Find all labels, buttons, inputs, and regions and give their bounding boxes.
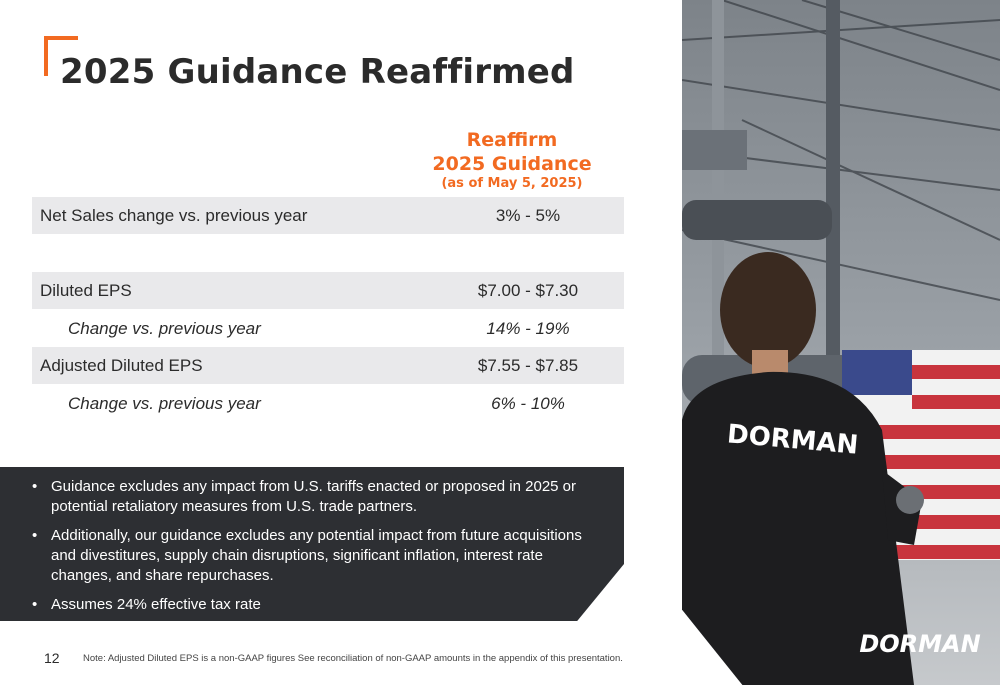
column-header-line2: 2025 Guidance <box>432 153 592 175</box>
list-item: • Assumes 24% effective tax rate <box>32 595 594 615</box>
row-value: $7.55 - $7.85 <box>477 355 579 375</box>
row-label: Diluted EPS <box>40 280 132 300</box>
warehouse-photo: DORMAN DORMAN <box>682 0 1000 685</box>
table-row-adjusted-diluted-eps: Adjusted Diluted EPS $7.55 - $7.85 <box>32 347 624 384</box>
row-label: Change vs. previous year <box>68 318 261 338</box>
title-accent-corner <box>44 36 78 76</box>
row-label: Change vs. previous year <box>68 393 261 413</box>
list-item: • Additionally, our guidance excludes any… <box>32 526 594 586</box>
guidance-column-header: Reaffirm 2025 Guidance (as of May 5, 202… <box>400 128 624 192</box>
table-row-diluted-eps-change: Change vs. previous year 14% - 19% <box>32 310 624 347</box>
row-value: 6% - 10% <box>491 393 565 413</box>
bullet-text: Guidance excludes any impact from U.S. t… <box>51 478 577 515</box>
notes-panel: • Guidance excludes any impact from U.S. … <box>0 467 624 621</box>
row-value: 14% - 19% <box>486 318 570 338</box>
column-header-date: (as of May 5, 2025) <box>441 176 583 191</box>
row-label: Adjusted Diluted EPS <box>40 355 203 375</box>
table-row-diluted-eps: Diluted EPS $7.00 - $7.30 <box>32 272 624 309</box>
footnote: Note: Adjusted Diluted EPS is a non-GAAP… <box>83 653 623 664</box>
bullet-text: Additionally, our guidance excludes any … <box>51 527 582 584</box>
page-number: 12 <box>44 650 60 666</box>
row-value: 3% - 5% <box>495 205 561 225</box>
bullet-icon: • <box>32 478 38 495</box>
table-row-net-sales: Net Sales change vs. previous year 3% - … <box>32 197 624 234</box>
notes-list: • Guidance excludes any impact from U.S. … <box>0 467 624 615</box>
person-silhouette <box>682 252 924 685</box>
column-header-line1: Reaffirm <box>466 129 558 151</box>
list-item: • Guidance excludes any impact from U.S. … <box>32 477 594 517</box>
table-row-adjusted-eps-change: Change vs. previous year 6% - 10% <box>32 385 624 422</box>
bullet-icon: • <box>32 527 38 544</box>
slide-title: 2025 Guidance Reaffirmed <box>60 52 575 92</box>
dorman-logo: DORMAN <box>859 630 980 658</box>
bullet-text: Assumes 24% effective tax rate <box>51 596 261 613</box>
row-value: $7.00 - $7.30 <box>477 280 579 300</box>
row-label: Net Sales change vs. previous year <box>40 205 308 225</box>
bullet-icon: • <box>32 596 38 613</box>
